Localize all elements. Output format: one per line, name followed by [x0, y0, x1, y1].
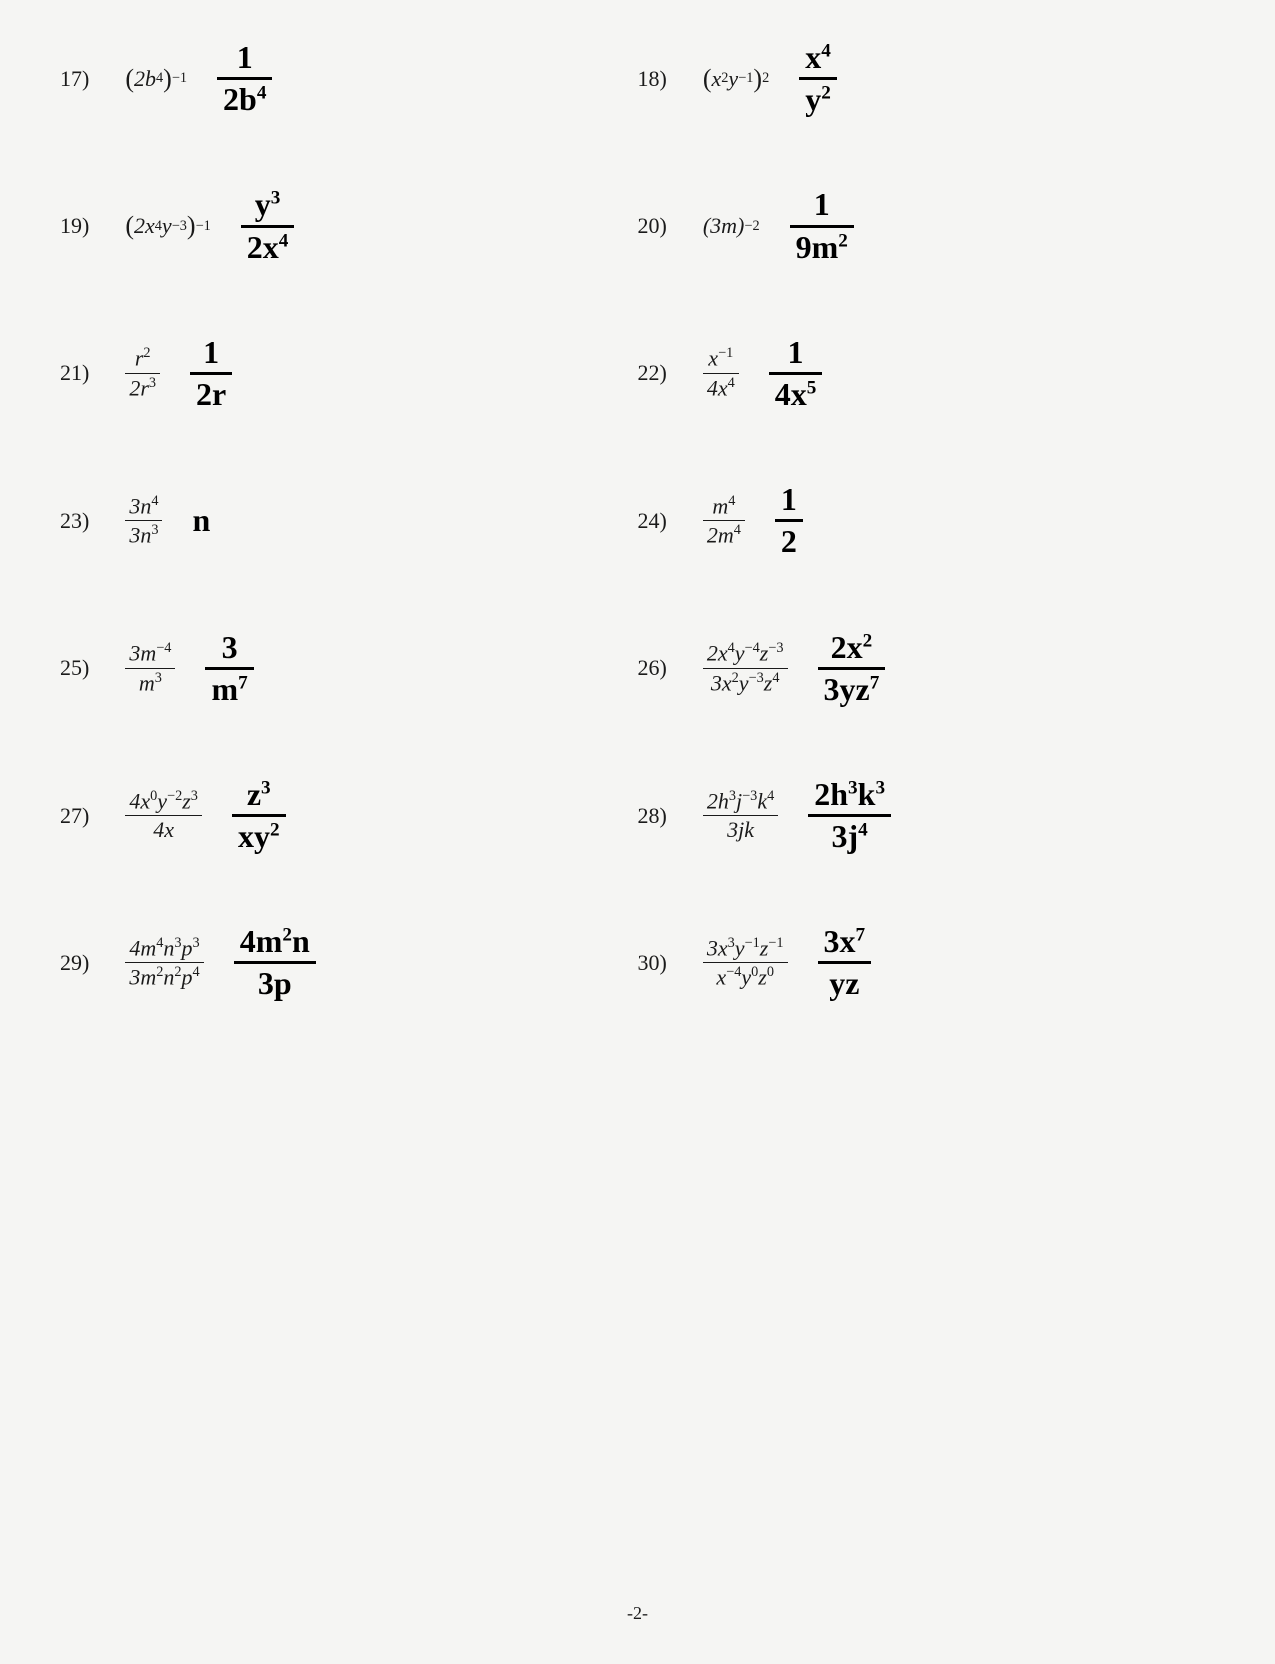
problem-number: 24) [638, 508, 667, 534]
problem-row: 21) r2 2r3 1 2r 22) x−1 4x4 1 4x5 [60, 335, 1215, 412]
handwritten-answer: n [192, 502, 210, 539]
worksheet-page: 17) (2b4)−1 1 2b4 18) (x2y−1)2 x4 y2 19)… [0, 0, 1275, 1112]
problem-18: 18) (x2y−1)2 x4 y2 [638, 40, 1216, 117]
problem-expression: (2x4y−3)−1 [125, 211, 210, 241]
handwritten-answer: 4m2n 3p [234, 924, 316, 1001]
handwritten-answer: 2h3k3 3j4 [808, 777, 891, 854]
problem-25: 25) 3m−4 m3 3 m7 [60, 630, 638, 707]
problem-expression: (2b4)−1 [125, 64, 187, 94]
handwritten-answer: y3 2x4 [241, 187, 295, 264]
handwritten-answer: 1 4x5 [769, 335, 823, 412]
problem-number: 18) [638, 66, 667, 92]
handwritten-answer: 1 2b4 [217, 40, 272, 117]
problem-row: 17) (2b4)−1 1 2b4 18) (x2y−1)2 x4 y2 [60, 40, 1215, 117]
problem-number: 29) [60, 950, 89, 976]
problem-number: 20) [638, 213, 667, 239]
problem-22: 22) x−1 4x4 1 4x5 [638, 335, 1216, 412]
problem-number: 23) [60, 508, 89, 534]
problem-row: 19) (2x4y−3)−1 y3 2x4 20) (3m)−2 1 9m2 [60, 187, 1215, 264]
problem-29: 29) 4m4n3p3 3m2n2p4 4m2n 3p [60, 924, 638, 1001]
handwritten-answer: 1 2 [775, 482, 803, 559]
problem-23: 23) 3n4 3n3 n [60, 482, 638, 559]
handwritten-answer: 3x7 yz [818, 924, 872, 1001]
problem-21: 21) r2 2r3 1 2r [60, 335, 638, 412]
problem-expression: 2h3j−3k4 3jk [703, 788, 778, 844]
problem-17: 17) (2b4)−1 1 2b4 [60, 40, 638, 117]
problem-expression: 4m4n3p3 3m2n2p4 [125, 935, 203, 991]
problem-number: 30) [638, 950, 667, 976]
handwritten-answer: 2x2 3yz7 [818, 630, 886, 707]
problem-26: 26) 2x4y−4z−3 3x2y−3z4 2x2 3yz7 [638, 630, 1216, 707]
problem-number: 21) [60, 360, 89, 386]
problem-number: 17) [60, 66, 89, 92]
problem-expression: 3m−4 m3 [125, 640, 175, 696]
problem-expression: r2 2r3 [125, 345, 160, 401]
handwritten-answer: 1 2r [190, 335, 232, 412]
problem-27: 27) 4x0y−2z3 4x z3 xy2 [60, 777, 638, 854]
handwritten-answer: 3 m7 [205, 630, 253, 707]
handwritten-answer: z3 xy2 [232, 777, 286, 854]
problem-number: 27) [60, 803, 89, 829]
problem-expression: m4 2m4 [703, 493, 745, 549]
problem-expression: 2x4y−4z−3 3x2y−3z4 [703, 640, 788, 696]
problem-row: 25) 3m−4 m3 3 m7 26) 2x4y−4z−3 3x2y−3z4 … [60, 630, 1215, 707]
handwritten-answer: x4 y2 [799, 40, 837, 117]
problem-28: 28) 2h3j−3k4 3jk 2h3k3 3j4 [638, 777, 1216, 854]
problem-row: 23) 3n4 3n3 n 24) m4 2m4 1 2 [60, 482, 1215, 559]
problem-row: 29) 4m4n3p3 3m2n2p4 4m2n 3p 30) 3x3y−1z−… [60, 924, 1215, 1001]
problem-expression: 4x0y−2z3 4x [125, 788, 202, 844]
problem-expression: 3x3y−1z−1 x−4y0z0 [703, 935, 788, 991]
problem-number: 28) [638, 803, 667, 829]
problem-19: 19) (2x4y−3)−1 y3 2x4 [60, 187, 638, 264]
problem-20: 20) (3m)−2 1 9m2 [638, 187, 1216, 264]
problem-24: 24) m4 2m4 1 2 [638, 482, 1216, 559]
problem-number: 26) [638, 655, 667, 681]
problem-number: 22) [638, 360, 667, 386]
handwritten-answer: 1 9m2 [790, 187, 854, 264]
problem-expression: (x2y−1)2 [703, 64, 769, 94]
problem-number: 25) [60, 655, 89, 681]
problem-expression: 3n4 3n3 [125, 493, 162, 549]
problem-expression: x−1 4x4 [703, 345, 739, 401]
problem-30: 30) 3x3y−1z−1 x−4y0z0 3x7 yz [638, 924, 1216, 1001]
page-number-footer: -2- [0, 1603, 1275, 1624]
problem-row: 27) 4x0y−2z3 4x z3 xy2 28) 2h3j−3k4 3jk … [60, 777, 1215, 854]
problem-number: 19) [60, 213, 89, 239]
problem-expression: (3m)−2 [703, 213, 760, 239]
